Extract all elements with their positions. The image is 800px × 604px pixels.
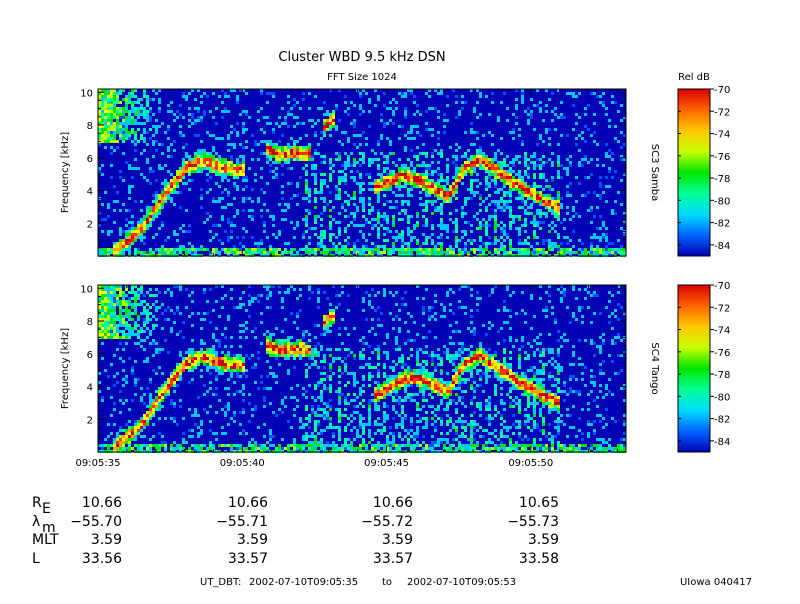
footer-start-time: 2002-07-10T09:05:35 — [249, 577, 358, 588]
ephemeris-value: 3.59 — [382, 532, 413, 548]
colorbar-tick-label: -84 — [714, 437, 730, 448]
y-tick-label: 10 — [80, 88, 93, 99]
figure-title: Cluster WBD 9.5 kHz DSN — [278, 50, 445, 65]
colorbar-tick-label: -78 — [714, 174, 730, 185]
ephemeris-table: R E 10.66 10.66 10.66 10.65 λ m −55.70 −55.71 −55.… — [32, 495, 559, 567]
colorbar-tick-label: -80 — [714, 196, 730, 207]
footer-end-time: 2002-07-10T09:05:53 — [407, 577, 516, 588]
colorbar-tick-label: -80 — [714, 392, 730, 403]
spacecraft-label: SC4 Tango — [649, 342, 660, 394]
colorbar-tick-label: -74 — [714, 326, 730, 337]
x-tick-label: 09:05:35 — [76, 458, 121, 469]
ephemeris-label: L — [32, 551, 40, 567]
y-tick-label: 6 — [87, 350, 93, 361]
footer: UT_DBT: 2002-07-10T09:05:35 to 2002-07-1… — [200, 577, 752, 588]
spectrogram-panel-sc4: 2 4 6 8 10 09:05:35 09:05:40 09:05:45 09:05:50 Fr… — [60, 281, 730, 469]
footer-to: to — [382, 577, 392, 588]
spectrogram-panel-sc3: 2 4 6 8 10 Frequency [kHz] SC3 Samba -70 -72 -74 -… — [60, 85, 730, 257]
colorbar-tick-label: -72 — [714, 303, 730, 314]
colorbar-tick-label: -82 — [714, 219, 730, 230]
x-tick-label: 09:05:45 — [364, 458, 409, 469]
colorbar-tick-label: -74 — [714, 130, 730, 141]
y-tick-label: 2 — [87, 219, 93, 230]
plot-frame — [97, 284, 627, 453]
spacecraft-label: SC3 Samba — [649, 144, 660, 202]
colorbar — [677, 88, 711, 257]
colorbar-tick-label: -78 — [714, 370, 730, 381]
ephemeris-value: 3.59 — [91, 532, 122, 548]
ephemeris-value: 10.66 — [228, 495, 268, 511]
x-tick-label: 09:05:50 — [508, 458, 553, 469]
colorbar-tick-label: -82 — [714, 415, 730, 426]
colorbar-tick-label: -70 — [714, 281, 730, 292]
ephemeris-value: 3.59 — [528, 532, 559, 548]
footer-credit: UIowa 040417 — [680, 577, 752, 588]
colorbar-tick-label: -70 — [714, 85, 730, 96]
y-tick-label: 8 — [87, 121, 93, 132]
ephemeris-value: −55.70 — [70, 514, 122, 530]
y-axis-label: Frequency [kHz] — [60, 328, 71, 409]
figure-subtitle: FFT Size 1024 — [327, 72, 397, 83]
y-tick-label: 4 — [87, 383, 93, 394]
ephemeris-label-subscript: m — [42, 520, 56, 536]
ephemeris-value: 33.57 — [228, 551, 268, 567]
x-tick-label: 09:05:40 — [220, 458, 265, 469]
ephemeris-label: R — [32, 495, 42, 511]
y-tick-label: 6 — [87, 154, 93, 165]
ephemeris-value: 3.59 — [237, 532, 268, 548]
ephemeris-value: 33.57 — [373, 551, 413, 567]
y-tick-label: 2 — [87, 415, 93, 426]
colorbar-tick-label: -84 — [714, 241, 730, 252]
ephemeris-label: λ — [32, 514, 40, 530]
heat-cells-level-5 — [98, 89, 614, 257]
ephemeris-value: 10.65 — [519, 495, 559, 511]
colorbar-label: Rel dB — [678, 72, 710, 83]
ephemeris-value: 10.66 — [373, 495, 413, 511]
heat-cells-level-3 — [98, 89, 626, 257]
y-tick-label: 4 — [87, 187, 93, 198]
heat-cells-level-2 — [98, 285, 626, 453]
ephemeris-value: −55.73 — [507, 514, 559, 530]
ephemeris-value: 33.56 — [82, 551, 122, 567]
ephemeris-value: −55.71 — [216, 514, 268, 530]
ephemeris-value: −55.72 — [361, 514, 413, 530]
plot-frame — [97, 88, 627, 257]
colorbar — [677, 284, 711, 453]
ephemeris-value: 10.66 — [82, 495, 122, 511]
ephemeris-label-subscript: E — [42, 501, 51, 517]
y-axis-label: Frequency [kHz] — [60, 132, 71, 213]
y-tick-label: 10 — [80, 284, 93, 295]
colorbar-tick-label: -72 — [714, 107, 730, 118]
colorbar-tick-label: -76 — [714, 348, 730, 359]
footer-time-label: UT_DBT: — [200, 577, 241, 588]
ephemeris-value: 33.58 — [519, 551, 559, 567]
y-tick-label: 8 — [87, 317, 93, 328]
colorbar-tick-label: -76 — [714, 152, 730, 163]
ephemeris-label: MLT — [32, 532, 59, 548]
heat-cells-level-3 — [98, 285, 623, 453]
